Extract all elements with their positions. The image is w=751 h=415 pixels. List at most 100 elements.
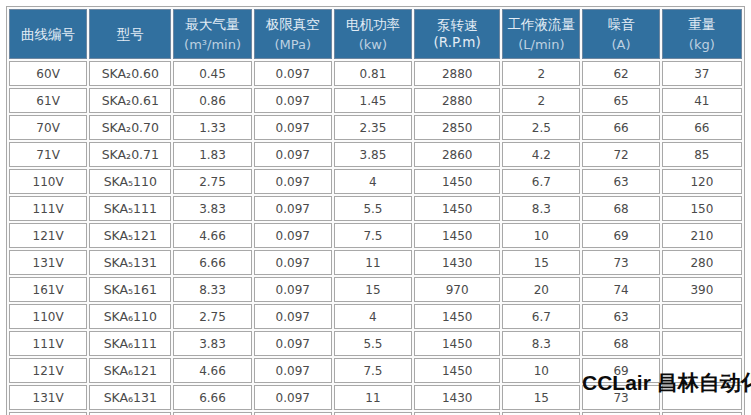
working-liquid-flow-cell: 15 — [502, 250, 580, 275]
weight-cell: 66 — [662, 115, 742, 140]
motor-power-cell: 1.45 — [334, 88, 412, 113]
motor-power-cell: 15 — [334, 277, 412, 302]
weight-cell: 37 — [662, 61, 742, 86]
motor-power-cell: 7.5 — [334, 223, 412, 248]
curve-number-cell: 131V — [9, 385, 87, 410]
model-cell: SKA₂0.60 — [89, 61, 171, 86]
motor-power-cell: 0.81 — [334, 61, 412, 86]
model-cell: SKA₂0.70 — [89, 115, 171, 140]
header-label: 曲线编号 — [12, 26, 84, 43]
header-unit: (L/min) — [505, 37, 577, 52]
table-row: 131VSKA₅1316.660.0971114301573280 — [9, 250, 742, 275]
noise-cell: 72 — [582, 142, 659, 167]
table-row: 70VSKA₂0.701.330.0972.3528502.56666 — [9, 115, 742, 140]
header-unit: (m³/min) — [176, 37, 248, 52]
max-air-volume-cell: 2.75 — [173, 169, 251, 194]
model-cell: SKA₅111 — [89, 196, 171, 221]
header-label: 噪音 — [585, 16, 656, 33]
header-model: 型号 — [89, 9, 171, 59]
curve-number-cell: 131V — [9, 250, 87, 275]
weight-cell: 150 — [662, 196, 742, 221]
max-air-volume-cell: 4.66 — [173, 358, 251, 383]
header-label: 电机功率 — [337, 16, 409, 33]
weight-cell: 120 — [662, 169, 742, 194]
noise-cell: 62 — [582, 61, 659, 86]
noise-cell: 65 — [582, 88, 659, 113]
curve-number-cell: 110V — [9, 304, 87, 329]
motor-power-cell: 11 — [334, 250, 412, 275]
working-liquid-flow-cell: 4.2 — [502, 142, 580, 167]
ultimate-vacuum-cell: 0.097 — [254, 196, 332, 221]
header-unit: (MPa) — [257, 37, 329, 52]
working-liquid-flow-cell: 6.7 — [502, 169, 580, 194]
model-cell: SKA₅110 — [89, 169, 171, 194]
curve-number-cell: 121V — [9, 223, 87, 248]
pump-speed-cell: 1450 — [414, 304, 500, 329]
working-liquid-flow-cell: 8.3 — [502, 196, 580, 221]
max-air-volume-cell: 8.33 — [173, 277, 251, 302]
pump-speed-cell: 1430 — [414, 250, 500, 275]
ultimate-vacuum-cell: 0.097 — [254, 331, 332, 356]
model-cell: SKA₆111 — [89, 331, 171, 356]
table-row: 71VSKA₂0.711.830.0973.8528604.27285 — [9, 142, 742, 167]
curve-number-cell: 111V — [9, 331, 87, 356]
working-liquid-flow-cell: 2 — [502, 61, 580, 86]
max-air-volume-cell: 4.66 — [173, 223, 251, 248]
ultimate-vacuum-cell: 0.097 — [254, 277, 332, 302]
motor-power-cell: 5.5 — [334, 331, 412, 356]
table-row: 111VSKA₆1113.830.0975.514508.368 — [9, 331, 742, 356]
working-liquid-flow-cell: 6.7 — [502, 304, 580, 329]
noise-cell: 63 — [582, 304, 659, 329]
max-air-volume-cell: 3.83 — [173, 331, 251, 356]
working-liquid-flow-cell: 2.5 — [502, 115, 580, 140]
noise-cell: 68 — [582, 196, 659, 221]
motor-power-cell: 3.85 — [334, 142, 412, 167]
max-air-volume-cell: 2.75 — [173, 304, 251, 329]
pump-speed-cell: 1450 — [414, 196, 500, 221]
weight-cell — [662, 331, 742, 356]
noise-cell: 74 — [582, 277, 659, 302]
header-label: 最大气量 — [176, 16, 248, 33]
ultimate-vacuum-cell: 0.097 — [254, 223, 332, 248]
pump-speed-cell: 970 — [414, 277, 500, 302]
header-max-air-volume: 最大气量 (m³/min) — [173, 9, 251, 59]
header-unit: (kg) — [665, 37, 739, 52]
motor-power-cell: 2.35 — [334, 115, 412, 140]
header-ultimate-vacuum: 极限真空(MPa) — [254, 9, 332, 59]
header-working-liquid-flow: 工作液流量 (L/min) — [502, 9, 580, 59]
model-cell: SKA₆121 — [89, 358, 171, 383]
working-liquid-flow-cell: 15 — [502, 385, 580, 410]
header-noise: 噪音(A) — [582, 9, 659, 59]
weight-cell: 41 — [662, 88, 742, 113]
header-weight: 重量(kg) — [662, 9, 742, 59]
table-row: 110VSKA₆1102.750.097414506.763 — [9, 304, 742, 329]
ultimate-vacuum-cell: 0.097 — [254, 115, 332, 140]
model-cell: SKA₂0.71 — [89, 142, 171, 167]
model-cell: SKA₂0.61 — [89, 88, 171, 113]
header-label: 工作液流量 — [505, 16, 577, 33]
curve-number-cell: 111V — [9, 196, 87, 221]
pump-speed-cell: 1450 — [414, 331, 500, 356]
pump-speed-cell: 2860 — [414, 142, 500, 167]
noise-cell: 68 — [582, 331, 659, 356]
motor-power-cell: 7.5 — [334, 358, 412, 383]
working-liquid-flow-cell: 2 — [502, 88, 580, 113]
max-air-volume-cell: 6.66 — [173, 385, 251, 410]
curve-number-cell: 71V — [9, 142, 87, 167]
cclair-watermark-logo: CCLair 昌林自动化 — [582, 369, 751, 397]
model-cell: SKA₆131 — [89, 385, 171, 410]
ultimate-vacuum-cell: 0.097 — [254, 88, 332, 113]
ultimate-vacuum-cell: 0.097 — [254, 385, 332, 410]
pump-speed-cell: 2880 — [414, 88, 500, 113]
header-label: 泵转速(R.P.m) — [417, 17, 497, 51]
pump-spec-page: 曲线编号型号最大气量(m³/min)极限真空(MPa)电机功率(kw)泵转速(R… — [6, 6, 745, 415]
pump-speed-cell: 1450 — [414, 223, 500, 248]
max-air-volume-cell: 3.83 — [173, 196, 251, 221]
table-row: 60VSKA₂0.600.450.0970.81288026237 — [9, 61, 742, 86]
pump-speed-cell: 1430 — [414, 385, 500, 410]
motor-power-cell: 5.5 — [334, 196, 412, 221]
working-liquid-flow-cell: 10 — [502, 223, 580, 248]
curve-number-cell: 61V — [9, 88, 87, 113]
model-cell: SKA₅161 — [89, 277, 171, 302]
max-air-volume-cell: 1.33 — [173, 115, 251, 140]
